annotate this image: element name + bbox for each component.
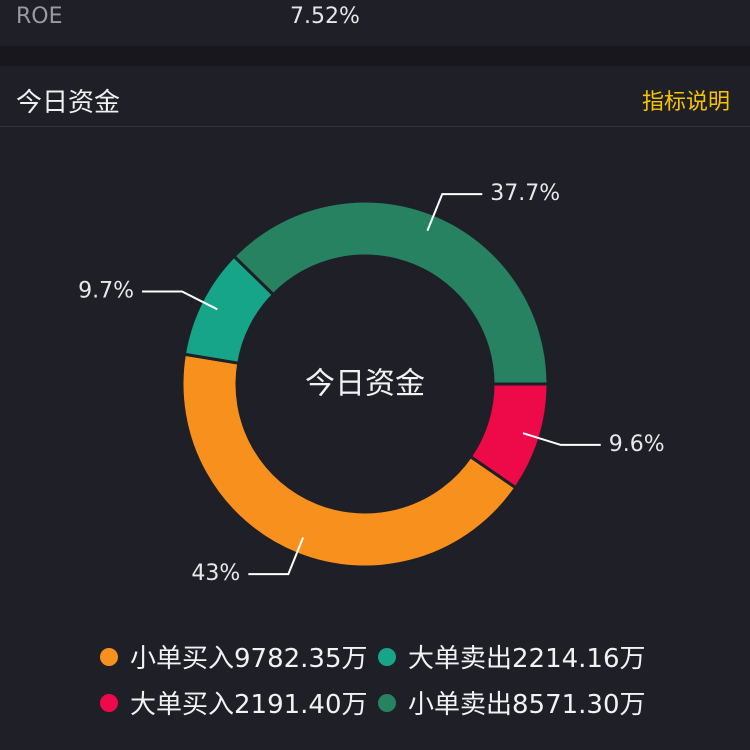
leader-line: [248, 537, 305, 576]
slice-percent-label: 9.7%: [78, 279, 134, 304]
legend-item-small-sell: 小单卖出8571.30万: [378, 684, 646, 721]
slice-percent-label: 43%: [191, 561, 240, 586]
legend-item-large-buy: 大单买入2191.40万: [100, 684, 368, 721]
donut-center-label: 今日资金: [305, 367, 425, 402]
indicator-explanation-link[interactable]: 指标说明: [641, 90, 730, 115]
legend-dot: [378, 647, 396, 666]
slice-percent-label: 37.7%: [490, 181, 560, 206]
legend-dot: [378, 693, 396, 712]
legend: 小单买入9782.35万 大单卖出2214.16万 大单买入2191.40万 小…: [0, 630, 750, 730]
donut-slice: [231, 199, 550, 386]
section-header: 今日资金 指标说明: [0, 66, 750, 127]
legend-item-small-buy: 小单买入9782.35万: [100, 638, 368, 675]
fund-flow-donut-chart: 9.6% 43% 9.7% 37.7% 今日资金: [78, 181, 665, 586]
slice-percent-label: 9.6%: [609, 432, 665, 457]
legend-label: 小单买入9782.35万: [130, 644, 368, 674]
roe-label: ROE: [16, 4, 63, 29]
legend-label: 小单卖出8571.30万: [408, 690, 646, 720]
roe-value: 7.52%: [290, 4, 360, 29]
donut-slices: [180, 199, 550, 569]
legend-label: 大单买入2191.40万: [130, 690, 368, 720]
leader-line: [522, 432, 601, 446]
legend-dot: [100, 693, 118, 712]
leader-lines: 9.6% 43% 9.7% 37.7%: [78, 181, 665, 586]
legend-label: 大单卖出2214.16万: [408, 644, 646, 674]
legend-dot: [100, 647, 118, 666]
section-divider: [0, 46, 750, 66]
donut-slice: [180, 352, 518, 569]
leader-line: [426, 193, 483, 232]
leader-line: [142, 290, 218, 311]
roe-row: ROE 7.52%: [0, 0, 750, 46]
section-title: 今日资金: [16, 88, 121, 118]
legend-item-large-sell: 大单卖出2214.16万: [378, 638, 646, 675]
